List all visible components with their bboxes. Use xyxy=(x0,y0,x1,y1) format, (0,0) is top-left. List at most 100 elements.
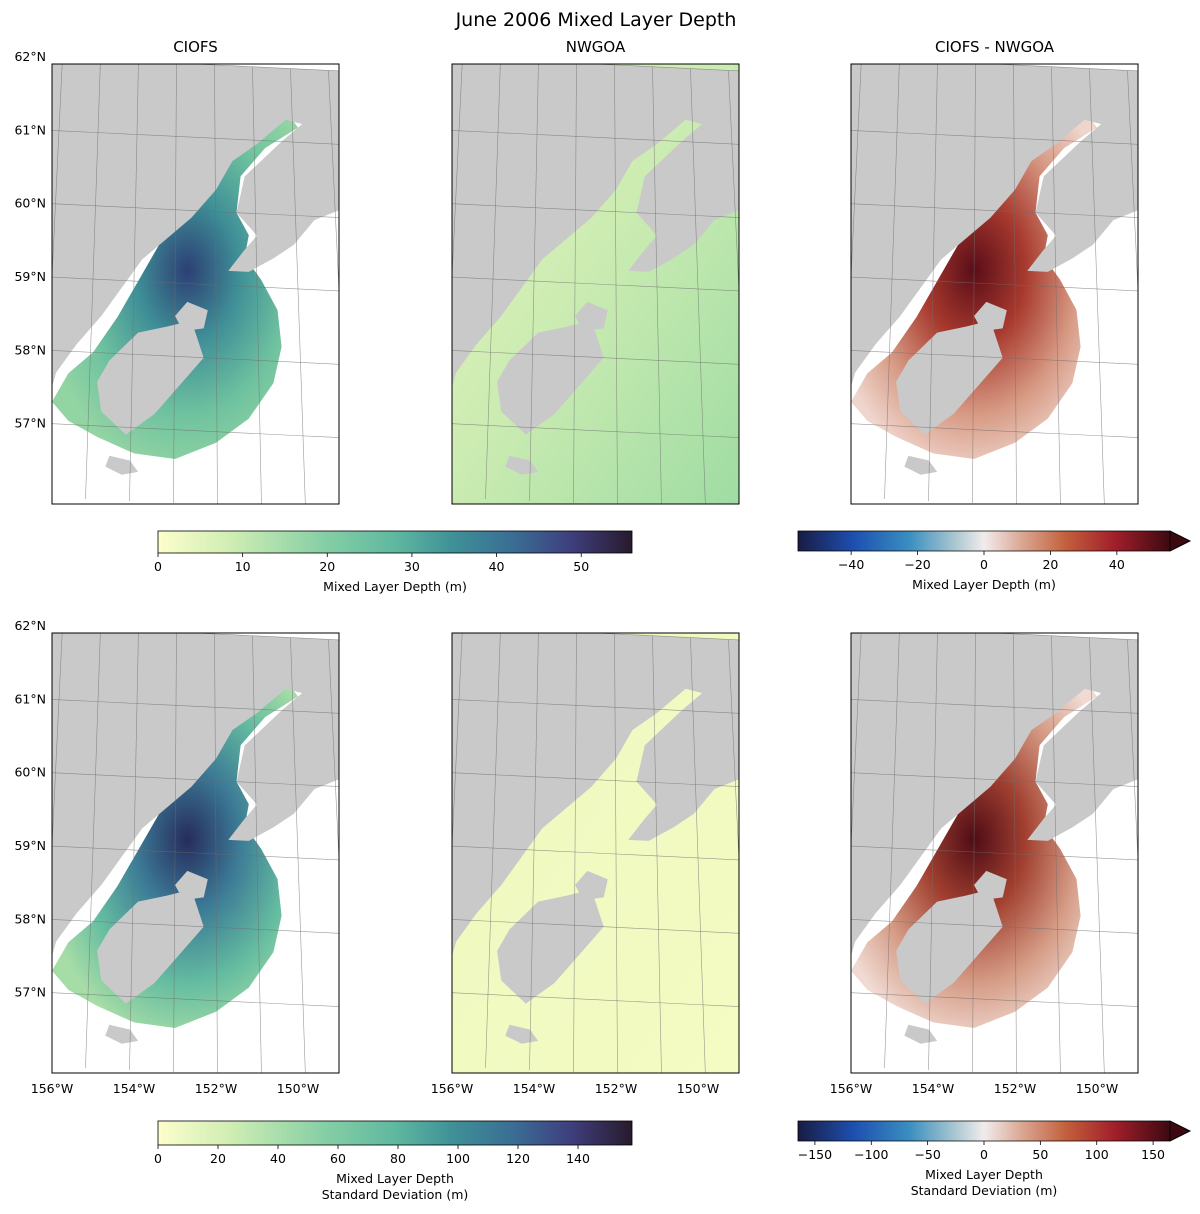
lon-tick-label: 156°W xyxy=(830,1081,872,1096)
colorbar-tick-label: −150 xyxy=(798,1147,832,1162)
gridlines xyxy=(851,64,1138,504)
map-panel-bottom-right: 156°W 154°W 152°W 150°W xyxy=(830,632,1139,1096)
colorbar-tick-label: 20 xyxy=(1042,557,1058,572)
colorbar-label: Mixed Layer Depth xyxy=(336,1171,454,1186)
colorbar-label: Mixed Layer Depth (m) xyxy=(912,577,1056,592)
map-panel-top-right: CIOFS - NWGOA xyxy=(850,38,1139,505)
figure-title: June 2006 Mixed Layer Depth xyxy=(455,9,737,31)
lon-tick-label: 150°W xyxy=(1076,1081,1118,1096)
colorbar-gradient xyxy=(158,531,632,553)
lat-tick-label: 58°N xyxy=(14,342,46,357)
lon-tick-label: 150°W xyxy=(277,1081,319,1096)
land-mainland xyxy=(452,633,739,957)
land-mainland xyxy=(851,64,1138,388)
colorbar-cb-top-left: 0 10 20 30 40 50 Mixed Layer Depth (m) xyxy=(154,530,633,594)
colorbar-tick-label: 0 xyxy=(980,1147,988,1162)
colorbar-tick-label: 80 xyxy=(390,1151,406,1166)
gridlines xyxy=(452,633,739,1073)
land-afognak-island xyxy=(575,301,608,332)
lon-tick-label: 152°W xyxy=(195,1081,237,1096)
colorbar-tick-label: 40 xyxy=(489,559,505,574)
lon-tick-label: 154°W xyxy=(912,1081,954,1096)
colorbar-tick-label: 100 xyxy=(446,1151,470,1166)
colorbar-tick-label: 150 xyxy=(1141,1147,1165,1162)
lat-tick-label: 62°N xyxy=(14,618,46,633)
gridlines xyxy=(52,633,339,1073)
panel-title: CIOFS - NWGOA xyxy=(935,38,1055,56)
land-afognak-island xyxy=(175,870,208,901)
panel-frame xyxy=(51,63,340,505)
panel-frame xyxy=(51,632,340,1074)
land-mainland xyxy=(52,633,339,957)
gridlines xyxy=(452,64,739,504)
panel-title: CIOFS xyxy=(173,38,218,56)
colorbar-label: Standard Deviation (m) xyxy=(911,1183,1058,1198)
land-kodiak-island xyxy=(497,320,604,435)
map-panel-top-middle: NWGOA xyxy=(451,38,740,505)
colorbar-extend-arrow xyxy=(1169,530,1191,552)
land-mainland xyxy=(851,633,1138,957)
colorbar-tick-label: −100 xyxy=(854,1147,888,1162)
colorbar-tick-label: 20 xyxy=(319,559,335,574)
land-kodiak-island xyxy=(896,320,1003,435)
panel-frame xyxy=(850,63,1139,505)
lon-tick-label: 156°W xyxy=(431,1081,473,1096)
colorbar-tick-label: 40 xyxy=(1109,557,1125,572)
land-kodiak-island xyxy=(97,889,204,1004)
colorbar-tick-label: −20 xyxy=(904,557,930,572)
lat-tick-label: 60°N xyxy=(14,765,46,780)
panel-frame xyxy=(451,632,740,1074)
lat-tick-label: 59°N xyxy=(14,269,46,284)
map-panel-bottom-middle: 156°W 154°W 152°W 150°W xyxy=(431,632,740,1096)
colorbar-tick-label: 50 xyxy=(1032,1147,1048,1162)
colorbar-gradient xyxy=(158,1121,632,1145)
lat-tick-label: 61°N xyxy=(14,691,46,706)
lat-tick-label: 61°N xyxy=(14,122,46,137)
lon-tick-label: 156°W xyxy=(31,1081,73,1096)
colorbar-tick-label: 50 xyxy=(573,559,589,574)
colorbar-tick-label: 10 xyxy=(235,559,251,574)
gridlines xyxy=(851,633,1138,1073)
colorbar-tick-label: 20 xyxy=(210,1151,226,1166)
gridlines xyxy=(52,64,339,504)
map-panel-top-left: CIOFS 62°N 61°N 60°N 59°N 58°N 57°N xyxy=(14,38,340,505)
colorbar-tick-label: 30 xyxy=(404,559,420,574)
panel-frame xyxy=(850,632,1139,1074)
land-kodiak-island xyxy=(896,889,1003,1004)
panel-title: NWGOA xyxy=(566,38,626,56)
colorbar-cb-bottom-left: 0 20 40 60 80 100 120 140 Mixed Layer DepthStand… xyxy=(154,1120,633,1202)
colorbar-tick-label: −40 xyxy=(838,557,864,572)
land-afognak-island xyxy=(175,301,208,332)
colorbar-tick-label: 0 xyxy=(154,1151,162,1166)
colorbar-tick-label: 0 xyxy=(154,559,162,574)
lat-tick-label: 62°N xyxy=(14,49,46,64)
colorbar-label: Mixed Layer Depth xyxy=(925,1167,1043,1182)
colorbar-label: Mixed Layer Depth (m) xyxy=(323,579,467,594)
lon-tick-label: 152°W xyxy=(994,1081,1036,1096)
lon-tick-label: 152°W xyxy=(595,1081,637,1096)
lon-tick-label: 154°W xyxy=(513,1081,555,1096)
lat-tick-label: 60°N xyxy=(14,196,46,211)
colorbar-gradient xyxy=(798,1121,1170,1141)
colorbar-label: Standard Deviation (m) xyxy=(322,1187,469,1202)
panel-frame xyxy=(451,63,740,505)
colorbar-tick-label: 100 xyxy=(1085,1147,1109,1162)
land-mainland xyxy=(452,64,739,388)
land-kodiak-island xyxy=(97,320,204,435)
colorbar-tick-label: 140 xyxy=(566,1151,590,1166)
map-panel-bottom-left: 62°N 61°N 60°N 59°N 58°N 57°N 156°W 154°W 152°W 1… xyxy=(14,618,340,1096)
lat-tick-label: 58°N xyxy=(14,911,46,926)
land-mainland xyxy=(52,64,339,388)
lon-tick-label: 150°W xyxy=(677,1081,719,1096)
land-afognak-island xyxy=(575,870,608,901)
lon-tick-label: 154°W xyxy=(113,1081,155,1096)
colorbar-tick-label: −50 xyxy=(914,1147,940,1162)
colorbar-tick-label: 120 xyxy=(506,1151,530,1166)
colorbar-gradient xyxy=(798,531,1170,551)
lat-tick-label: 59°N xyxy=(14,838,46,853)
land-kodiak-island xyxy=(497,889,604,1004)
colorbar-extend-arrow xyxy=(1169,1120,1191,1142)
colorbar-cb-top-right: −40 −20 0 20 40 Mixed Layer Depth (m) xyxy=(797,530,1191,592)
land-afognak-island xyxy=(974,870,1007,901)
